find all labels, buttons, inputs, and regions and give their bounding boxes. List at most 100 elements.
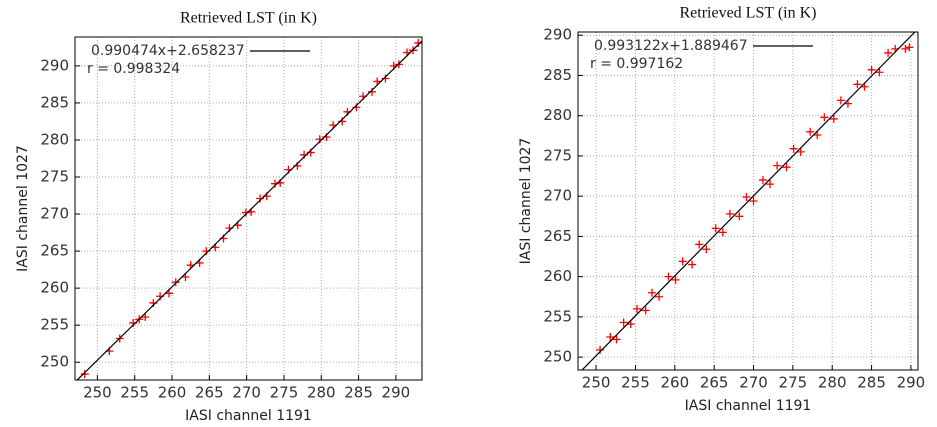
point <box>789 144 798 153</box>
point <box>905 43 914 52</box>
point <box>241 208 250 217</box>
plot-frame <box>74 36 423 381</box>
point <box>647 288 656 297</box>
y-tick-label: 290 <box>40 56 69 74</box>
point <box>766 180 775 189</box>
point <box>596 345 605 354</box>
point <box>612 335 621 344</box>
point <box>853 80 862 89</box>
y-tick-label: 250 <box>40 353 69 371</box>
point <box>773 161 782 170</box>
point <box>381 74 390 83</box>
point <box>678 257 687 266</box>
point <box>749 197 758 205</box>
y-tick-label: 290 <box>543 26 572 44</box>
y-axis-label: IASI channel 1027 <box>15 145 31 272</box>
y-tick-label: 265 <box>40 242 69 260</box>
point <box>782 163 791 172</box>
y-tick-label: 285 <box>40 93 69 111</box>
point <box>606 333 615 342</box>
x-tick-label: 280 <box>307 384 336 402</box>
point <box>867 65 876 74</box>
y-tick-label: 260 <box>40 279 69 297</box>
point <box>829 114 838 123</box>
plot-frame <box>577 31 919 371</box>
x-tick-label: 260 <box>158 384 187 402</box>
x-tick-label: 260 <box>660 374 689 392</box>
point <box>843 99 852 108</box>
chart-title: Retrieved LST (in K) <box>180 10 317 27</box>
x-tick-label: 275 <box>779 374 808 392</box>
point <box>813 131 822 140</box>
y-tick-label: 275 <box>543 146 572 164</box>
point <box>352 103 361 112</box>
y-tick-label: 270 <box>40 205 69 223</box>
x-tick-label: 250 <box>582 374 611 392</box>
x-tick-label: 290 <box>897 374 926 392</box>
point <box>165 289 174 298</box>
y-tick-label: 285 <box>543 66 572 84</box>
point <box>735 212 744 221</box>
point <box>702 245 711 254</box>
x-tick-label: 265 <box>195 384 224 402</box>
annotation: r = 0.998324 <box>87 61 180 77</box>
point <box>619 318 628 327</box>
point <box>725 209 734 218</box>
point <box>141 313 150 322</box>
y-tick-label: 265 <box>543 227 572 245</box>
fit-line <box>581 32 916 370</box>
chart-title: Retrieved LST (in K) <box>679 5 816 22</box>
legend-label: 0.993122x+1.889467 <box>594 38 748 54</box>
point <box>901 44 910 53</box>
y-tick-label: 250 <box>543 348 572 366</box>
point <box>718 228 727 237</box>
y-tick-label: 280 <box>543 106 572 124</box>
y-tick-label: 255 <box>543 307 572 325</box>
point <box>171 278 180 287</box>
point <box>806 127 815 136</box>
point <box>688 260 697 269</box>
point <box>368 87 377 96</box>
x-tick-label: 285 <box>344 384 373 402</box>
point <box>641 306 650 315</box>
point <box>758 176 767 185</box>
point <box>711 224 720 233</box>
y-tick-label: 260 <box>543 267 572 285</box>
y-tick-label: 280 <box>40 130 69 148</box>
point <box>796 147 805 156</box>
y-tick-label: 270 <box>543 187 572 205</box>
x-tick-label: 275 <box>270 384 299 402</box>
point <box>884 48 893 57</box>
point <box>820 113 829 122</box>
point <box>373 77 382 86</box>
point <box>80 370 89 379</box>
x-axis-label: IASI channel 1191 <box>185 408 312 424</box>
point <box>655 292 664 301</box>
x-tick-label: 255 <box>120 384 149 402</box>
point <box>270 179 279 188</box>
x-tick-label: 270 <box>232 384 261 402</box>
x-tick-label: 265 <box>700 374 729 392</box>
x-tick-label: 255 <box>621 374 650 392</box>
y-axis-label: IASI channel 1027 <box>518 138 534 265</box>
point <box>664 272 673 281</box>
point <box>695 240 704 249</box>
point <box>633 304 642 313</box>
legend-label: 0.990474x+2.658237 <box>91 43 245 59</box>
point <box>836 96 845 105</box>
fit-line <box>76 40 422 380</box>
point <box>414 38 422 47</box>
x-tick-label: 270 <box>739 374 768 392</box>
y-tick-label: 255 <box>40 316 69 334</box>
x-axis-label: IASI channel 1191 <box>685 398 812 414</box>
x-tick-label: 285 <box>857 374 886 392</box>
point <box>742 192 751 201</box>
annotation: r = 0.997162 <box>590 56 683 72</box>
x-tick-label: 280 <box>818 374 847 392</box>
x-tick-label: 290 <box>382 384 411 402</box>
y-tick-label: 275 <box>40 168 69 186</box>
point <box>671 275 680 284</box>
x-tick-label: 250 <box>83 384 112 402</box>
